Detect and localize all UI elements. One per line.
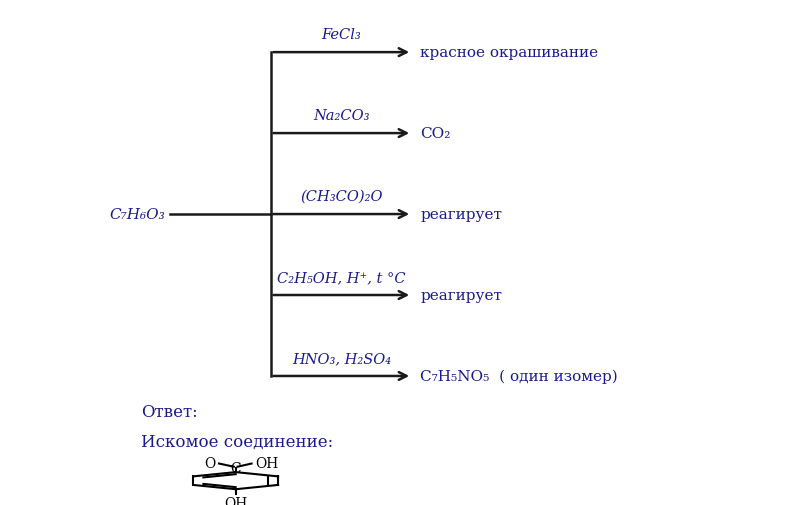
Text: C₂H₅OH, H⁺, t °C: C₂H₅OH, H⁺, t °C: [277, 270, 406, 284]
Text: C: C: [230, 461, 241, 475]
Text: CO₂: CO₂: [420, 127, 451, 141]
Text: FeCl₃: FeCl₃: [322, 28, 361, 42]
Text: OH: OH: [255, 456, 278, 470]
Text: HNO₃, H₂SO₄: HNO₃, H₂SO₄: [292, 351, 391, 365]
Text: красное окрашивание: красное окрашивание: [420, 46, 598, 60]
Text: C₇H₆O₃: C₇H₆O₃: [110, 208, 166, 222]
Text: Искомое соединение:: Искомое соединение:: [141, 433, 334, 450]
Text: O: O: [204, 456, 215, 470]
Text: OH: OH: [224, 496, 247, 505]
Text: реагирует: реагирует: [420, 208, 502, 222]
Text: C₇H₅NO₅  ( один изомер): C₇H₅NO₅ ( один изомер): [420, 369, 618, 383]
Text: реагирует: реагирует: [420, 288, 502, 302]
Text: Ответ:: Ответ:: [141, 403, 198, 420]
Text: Na₂CO₃: Na₂CO₃: [314, 109, 369, 123]
Text: (CH₃CO)₂O: (CH₃CO)₂O: [300, 189, 383, 204]
